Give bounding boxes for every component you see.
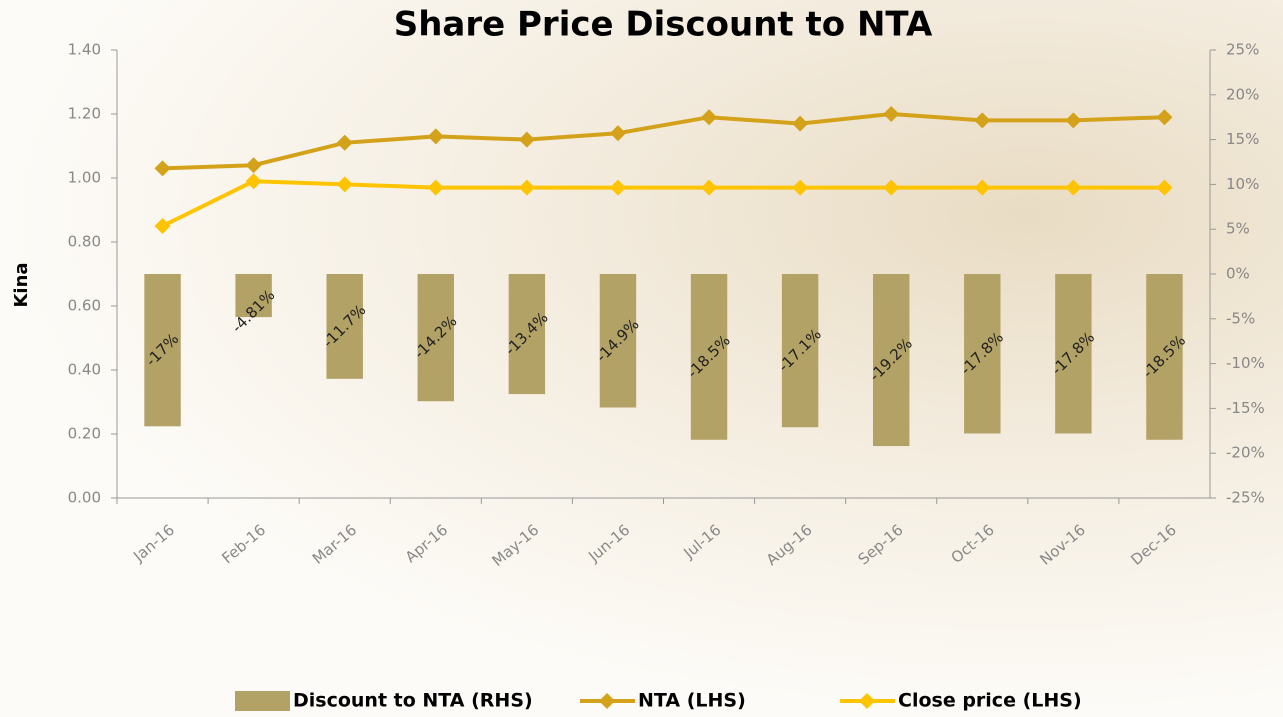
y2-tick-label: 15%: [1226, 130, 1259, 148]
x-tick-label: Jun-16: [584, 521, 633, 566]
y-axis-title: Kina: [11, 262, 32, 307]
y2-tick-label: 0%: [1226, 265, 1250, 283]
x-tick-label: Nov-16: [1036, 521, 1088, 569]
y-tick-label: 1.00: [68, 169, 101, 187]
marker: [701, 109, 717, 125]
x-tick-label: Oct-16: [948, 521, 998, 567]
marker: [792, 116, 808, 132]
legend-label: Close price (LHS): [898, 690, 1082, 712]
chart: Share Price Discount to NTA Kina 0.00 0.2…: [0, 0, 1283, 717]
x-tick-label: Dec-16: [1127, 521, 1180, 569]
marker: [701, 180, 717, 196]
y-tick-label: 0.60: [68, 297, 101, 315]
y-tick-label: 0.40: [68, 361, 101, 379]
y-tick-label: 1.40: [68, 41, 101, 59]
x-tick-label: Sep-16: [855, 521, 907, 569]
marker: [1156, 180, 1172, 196]
x-tick-label: Mar-16: [309, 521, 360, 568]
y2-tick-label: -5%: [1226, 309, 1255, 327]
marker: [246, 173, 262, 189]
marker: [1065, 180, 1081, 196]
y2-tick-label: 10%: [1226, 175, 1259, 193]
marker: [883, 106, 899, 122]
marker: [1156, 109, 1172, 125]
marker: [519, 180, 535, 196]
y-tick-label: 0.80: [68, 233, 101, 251]
marker: [337, 135, 353, 151]
legend-marker: [859, 693, 875, 709]
marker: [519, 132, 535, 148]
marker: [610, 125, 626, 141]
chart-title: Share Price Discount to NTA: [394, 5, 933, 45]
line: [163, 114, 1165, 168]
y2-tick-label: 20%: [1226, 85, 1259, 103]
marker: [974, 112, 990, 128]
marker: [974, 180, 990, 196]
marker: [1065, 112, 1081, 128]
marker: [428, 180, 444, 196]
line: [163, 181, 1165, 226]
y-tick-label: 0.20: [68, 425, 101, 443]
marker: [337, 176, 353, 192]
legend-swatch: [235, 691, 290, 711]
marker: [155, 160, 171, 176]
y2-tick-label: -25%: [1226, 489, 1265, 507]
marker: [792, 180, 808, 196]
marker: [428, 128, 444, 144]
legend-label: NTA (LHS): [638, 690, 746, 712]
y-tick-label: 0.00: [68, 489, 101, 507]
x-tick-label: Jan-16: [129, 521, 178, 566]
marker: [610, 180, 626, 196]
x-tick-label: Aug-16: [763, 521, 816, 569]
y2-tick-label: 25%: [1226, 41, 1259, 59]
y2-tick-label: -15%: [1226, 399, 1265, 417]
x-tick-label: Apr-16: [402, 521, 451, 567]
marker: [246, 157, 262, 173]
x-tick-label: Feb-16: [218, 521, 269, 568]
legend-label: Discount to NTA (RHS): [293, 690, 533, 712]
y2-tick-label: 5%: [1226, 220, 1250, 238]
y-tick-label: 1.20: [68, 105, 101, 123]
legend-marker: [599, 693, 615, 709]
x-tick-label: May-16: [488, 521, 542, 570]
y2-tick-label: -20%: [1226, 444, 1265, 462]
x-tick-label: Jul-16: [680, 521, 725, 563]
marker: [883, 180, 899, 196]
y2-tick-label: -10%: [1226, 354, 1265, 372]
marker: [155, 218, 171, 234]
